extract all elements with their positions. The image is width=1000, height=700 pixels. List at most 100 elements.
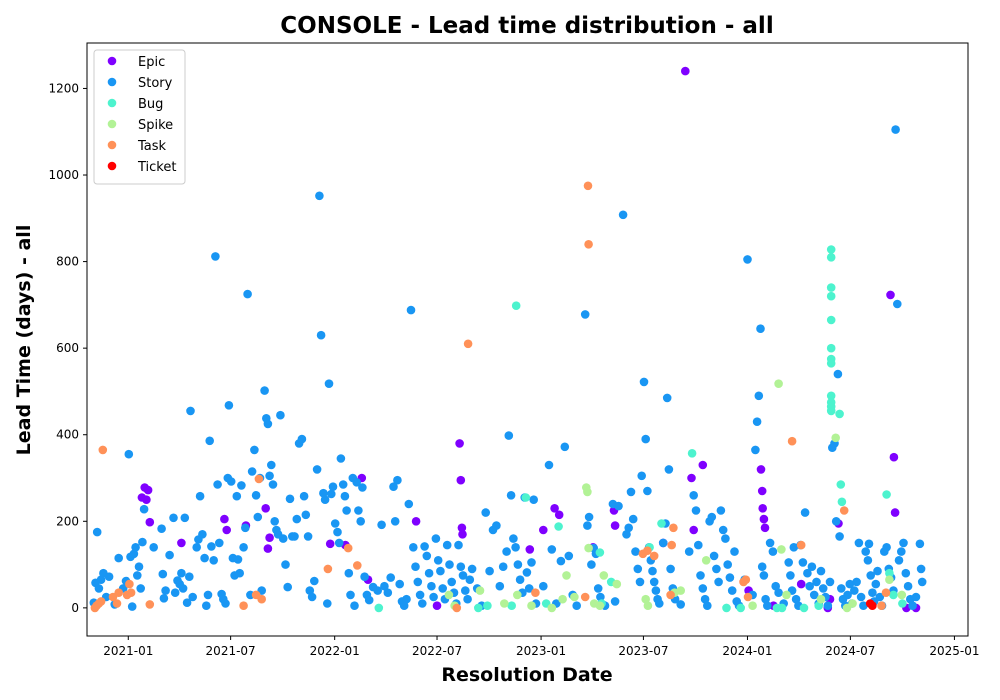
bug-point: [826, 343, 836, 353]
bug-point: [554, 522, 563, 531]
story-point: [310, 576, 319, 586]
plot-frame: [86, 42, 969, 637]
story-point: [346, 590, 355, 600]
task-point: [343, 543, 353, 553]
story-point: [837, 584, 846, 593]
story-point: [177, 568, 186, 578]
story-point: [424, 568, 434, 578]
story-point: [235, 568, 244, 578]
story-point: [511, 543, 520, 552]
story-point: [237, 481, 246, 490]
story-point: [854, 538, 864, 548]
story-point: [823, 601, 833, 610]
story-point: [319, 488, 328, 498]
story-point: [560, 442, 570, 452]
story-point: [643, 486, 652, 496]
story-point: [751, 445, 760, 455]
story-point: [159, 594, 169, 603]
epic-point: [432, 601, 442, 610]
x-tick-label: 2025-01: [929, 644, 979, 658]
y-tick-label: 400: [56, 428, 79, 442]
story-point: [641, 434, 650, 444]
epic-point: [455, 439, 464, 448]
spike-point: [885, 575, 894, 584]
spike-point: [848, 599, 857, 608]
story-point: [389, 482, 398, 492]
story-point: [610, 597, 620, 606]
story-point: [233, 555, 243, 564]
story-point: [863, 556, 873, 565]
story-point: [380, 581, 389, 591]
story-point: [859, 601, 868, 610]
story-point: [409, 543, 418, 552]
spike-point: [612, 579, 622, 589]
x-tick-label: 2022-01: [310, 644, 360, 658]
y-axis-title: Lead Time (days) - all: [13, 225, 35, 456]
task-point: [452, 603, 462, 613]
story-point: [800, 508, 810, 517]
story-point: [438, 584, 448, 593]
spike-point: [897, 590, 907, 600]
story-point: [364, 595, 374, 605]
story-point: [200, 553, 209, 563]
story-point: [178, 584, 188, 593]
bug-point: [882, 490, 891, 499]
legend-box: [93, 49, 186, 185]
story-point: [129, 549, 139, 559]
story-point: [161, 586, 170, 595]
story-point: [831, 517, 841, 526]
task-point: [580, 592, 590, 602]
bug-point: [826, 315, 836, 325]
story-point: [689, 491, 698, 500]
epic-point: [457, 523, 467, 533]
story-point: [506, 491, 516, 500]
story-point: [635, 577, 645, 587]
story-point: [723, 560, 732, 569]
story-point: [285, 494, 295, 504]
story-point: [418, 599, 427, 608]
bug-point: [657, 519, 666, 528]
legend-label-epic: Epic: [138, 55, 165, 70]
story-point: [624, 523, 633, 533]
story-point: [580, 310, 590, 319]
spike-point: [500, 599, 509, 608]
story-point: [908, 601, 917, 610]
spike-point: [701, 556, 711, 565]
epic-point: [681, 66, 690, 76]
task-point: [239, 601, 248, 610]
story-point: [211, 252, 220, 261]
story-point: [700, 594, 710, 604]
story-point: [203, 590, 213, 600]
story-point: [340, 491, 350, 501]
task-point: [741, 575, 751, 584]
story-point: [637, 471, 646, 481]
story-point: [253, 512, 263, 522]
story-point: [442, 540, 452, 550]
story-point: [454, 540, 463, 550]
story-point: [707, 512, 717, 522]
bug-point: [826, 391, 836, 401]
story-point: [373, 586, 383, 595]
x-tick-label: 2024-01: [722, 644, 772, 658]
task-point: [254, 474, 264, 484]
story-point: [761, 594, 770, 604]
bug-point: [595, 548, 605, 557]
story-point: [639, 377, 649, 387]
story-point: [911, 592, 921, 602]
story-point: [714, 577, 723, 587]
epic-point: [265, 533, 274, 542]
task-point: [667, 540, 676, 550]
story-point: [666, 564, 675, 574]
task-point: [787, 436, 797, 446]
bug-point: [474, 603, 483, 613]
legend-marker-bug: [107, 98, 117, 108]
story-point: [756, 324, 765, 334]
story-point: [873, 566, 882, 576]
story-point: [352, 478, 362, 487]
story-point: [226, 477, 236, 486]
story-point: [136, 584, 145, 593]
story-point: [333, 527, 342, 537]
legend-marker-epic: [107, 56, 117, 66]
epic-point: [698, 460, 708, 470]
x-tick-label: 2021-01: [103, 644, 153, 658]
